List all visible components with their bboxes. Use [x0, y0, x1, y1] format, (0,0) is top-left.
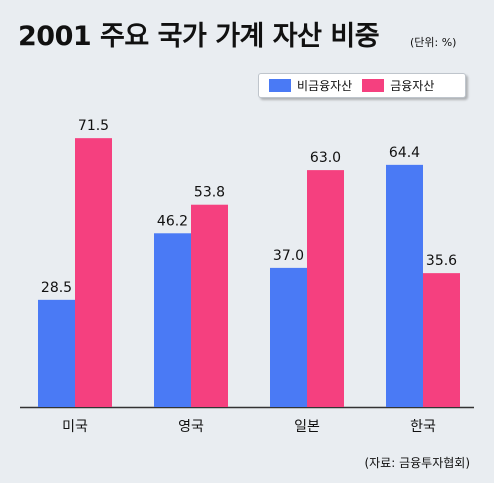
legend-swatch-non-financial: [269, 79, 291, 92]
bar-financial-3: [423, 273, 460, 407]
source-note: (자료: 금융투자협회): [364, 456, 470, 470]
data-label-financial-3: 35.6: [426, 253, 457, 269]
data-label-non-financial-2: 37.0: [273, 248, 304, 264]
bar-financial-0: [75, 138, 112, 407]
legend-label-financial: 금융자산: [390, 79, 435, 93]
data-label-non-financial-3: 64.4: [389, 145, 420, 161]
chart-title: 2001 주요 국가 가계 자산 비중: [18, 21, 380, 52]
legend-swatch-financial: [362, 79, 385, 92]
bar-non-financial-1: [154, 233, 191, 407]
data-label-financial-2: 63.0: [310, 150, 341, 166]
bar-financial-2: [307, 170, 344, 407]
legend: 비금융자산 금융자산: [258, 73, 466, 98]
data-label-non-financial-1: 46.2: [157, 213, 188, 229]
legend-label-non-financial: 비금융자산: [297, 79, 353, 93]
category-label-3: 한국: [410, 419, 436, 435]
bar-non-financial-0: [38, 299, 75, 407]
legend-item-financial: 금융자산: [362, 77, 434, 94]
data-label-non-financial-0: 28.5: [41, 280, 72, 296]
bar-non-financial-2: [270, 267, 307, 407]
category-label-0: 미국: [62, 419, 88, 435]
data-label-financial-0: 71.5: [78, 118, 109, 134]
data-label-financial-1: 53.8: [194, 185, 225, 201]
category-label-2: 일본: [294, 419, 320, 435]
bar-non-financial-3: [386, 164, 423, 407]
bar-financial-1: [191, 204, 228, 407]
category-label-1: 영국: [178, 419, 204, 435]
legend-item-non-financial: 비금융자산: [269, 77, 352, 94]
unit-label: (단위: %): [410, 36, 457, 49]
